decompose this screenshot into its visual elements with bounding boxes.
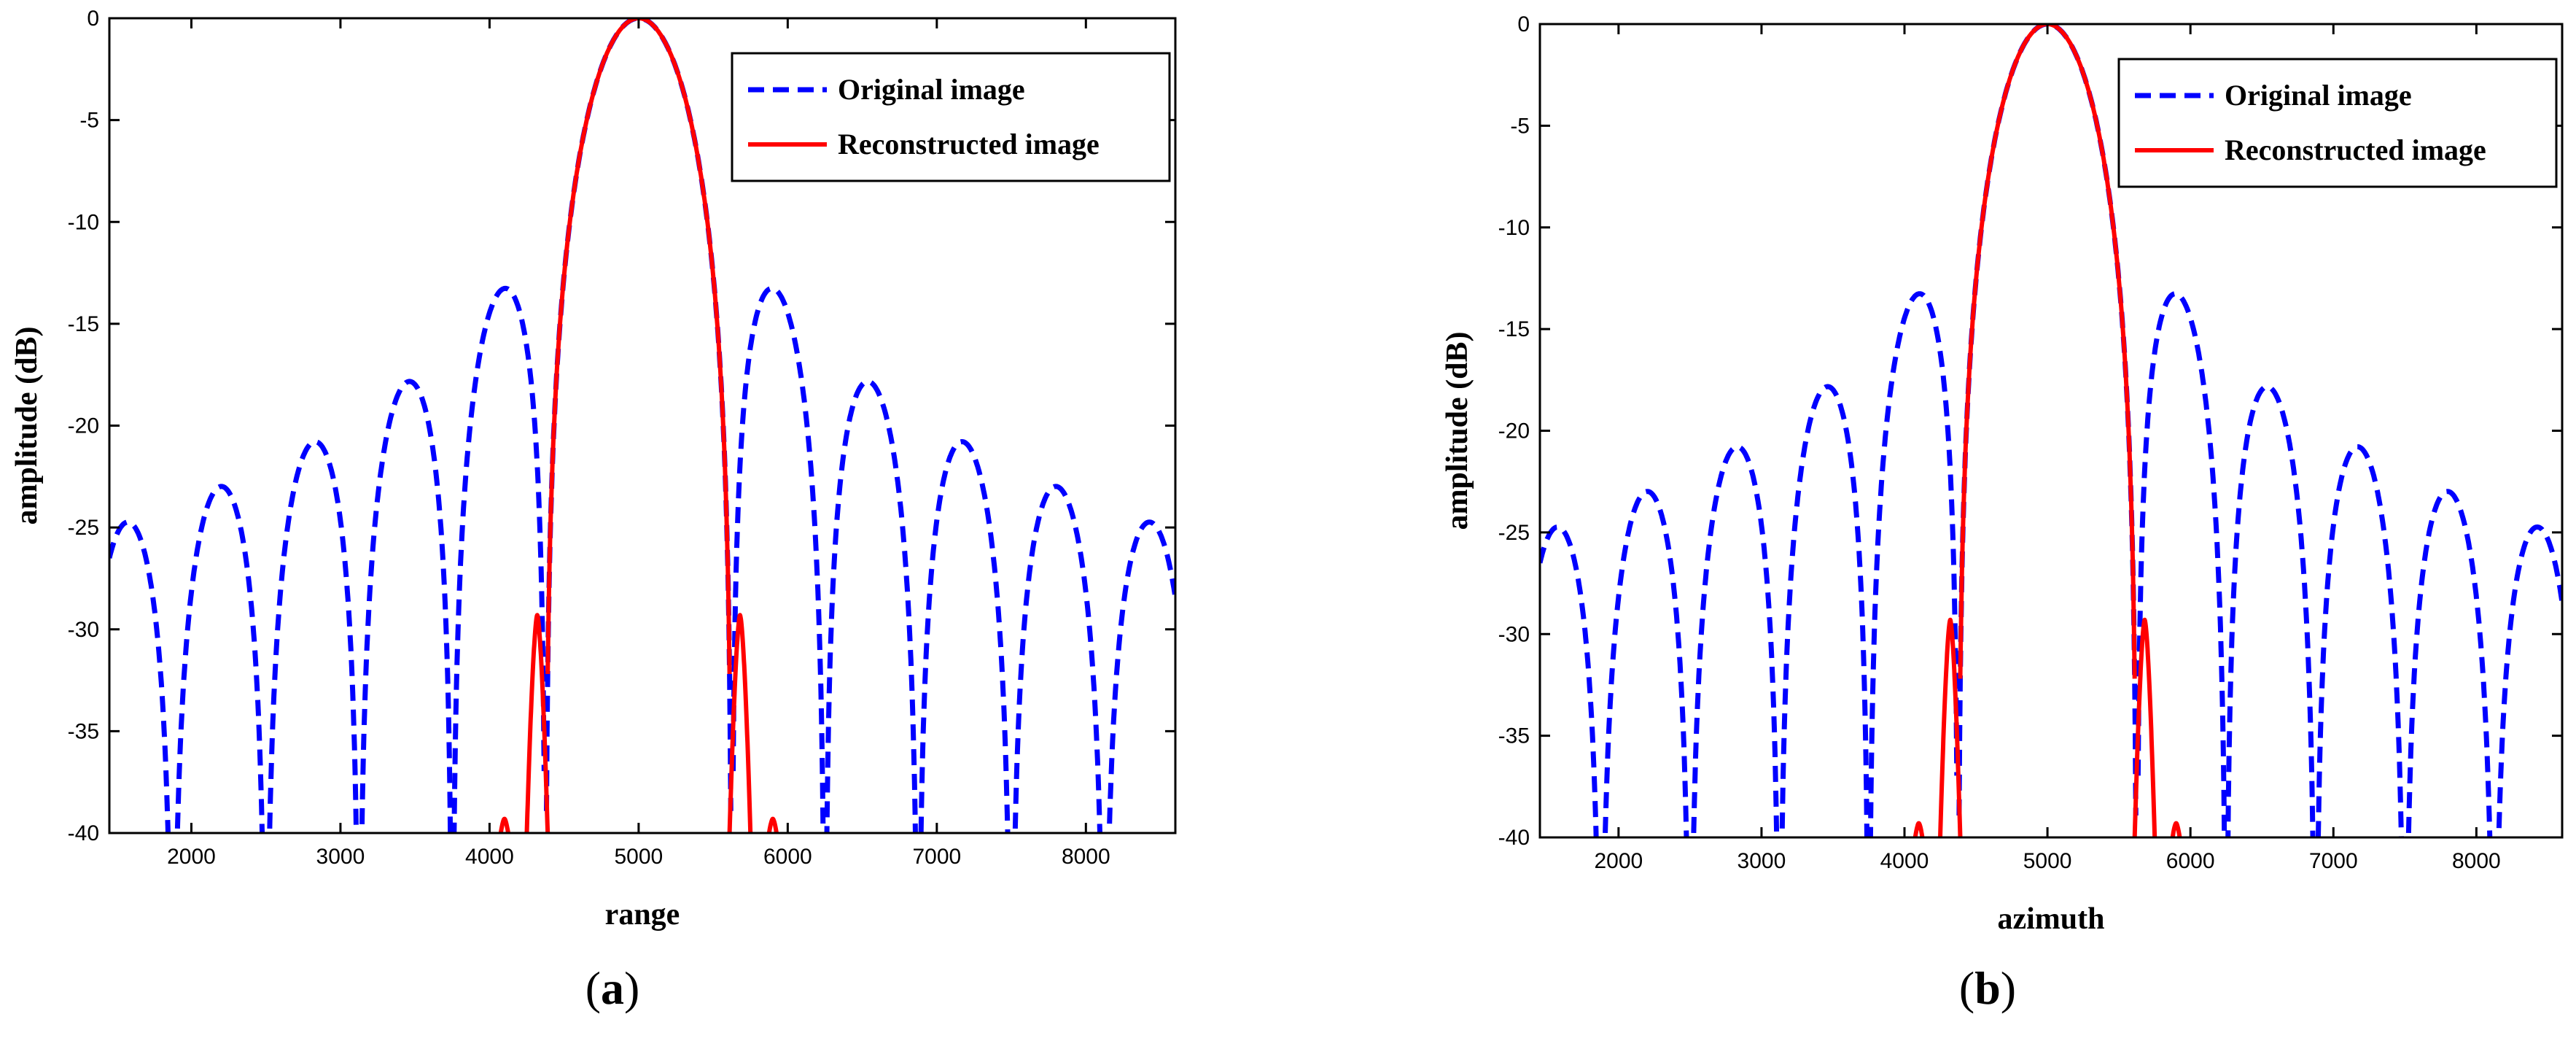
y-tick-label: -40 (68, 821, 99, 845)
x-tick-label: 8000 (1062, 845, 1110, 869)
original-series-line (109, 519, 171, 833)
x-tick-label: 8000 (2452, 849, 2501, 873)
legend-entry-label: Reconstructed image (838, 128, 1100, 160)
reconstructed-series-line (524, 613, 550, 833)
original-series-line (1106, 519, 1175, 833)
caption-b: (b) (1958, 962, 2017, 1014)
original-series-line (1540, 524, 1599, 837)
plot-area (1540, 24, 2562, 837)
original-series-line (2225, 384, 2316, 837)
y-tick-label: -5 (79, 109, 99, 133)
x-tick-label: 3000 (316, 845, 365, 869)
x-tick-label: 4000 (465, 845, 514, 869)
original-series-line (174, 484, 265, 833)
legend: Original image Reconstructed image (731, 52, 1171, 182)
chart-panel-a: 2000 3000 4000 5000 6000 7000 8000 0 -5 -10 -15 -20… (10, 7, 1177, 1014)
reconstructed-series-line (1958, 24, 2137, 679)
x-tick-label: 2000 (167, 845, 216, 869)
y-tick-label: -20 (1498, 419, 1530, 444)
reconstructed-series-line (1938, 617, 1963, 837)
original-series-line (2405, 489, 2493, 837)
legend-entry-label: Original image (2225, 79, 2412, 112)
y-tick-label: -5 (1510, 114, 1530, 138)
legend: Original image Reconstructed image (2117, 58, 2558, 188)
y-tick-label: -20 (68, 414, 99, 438)
legend-entry-label: Original image (838, 73, 1025, 106)
original-series-line (2316, 444, 2404, 837)
y-tick-label: -40 (1498, 826, 1530, 850)
y-tick-label: -35 (1498, 724, 1530, 748)
x-tick-label: 3000 (1738, 849, 1786, 873)
y-tick-label: -30 (68, 618, 99, 642)
y-tick-label: 0 (1517, 12, 1530, 36)
caption-b-letter: b (1974, 962, 2001, 1014)
chart-a-svg: 2000 3000 4000 5000 6000 7000 8000 0 -5 -10 -15 -20… (10, 7, 1177, 932)
plot-area (109, 18, 1175, 833)
original-series-line (1779, 384, 1869, 837)
x-tick-label: 7000 (2309, 849, 2358, 873)
x-tick-label: 5000 (615, 845, 664, 869)
reconstructed-series-line (727, 613, 753, 833)
reconstructed-series-line (545, 18, 732, 675)
original-series-line (731, 285, 826, 833)
x-tick-label: 2000 (1594, 849, 1643, 873)
original-series-line (918, 439, 1011, 833)
reconstructed-series-line (1912, 821, 1925, 837)
x-axis-label: range (605, 898, 680, 932)
x-tick-label: 6000 (763, 845, 812, 869)
original-series-line (2135, 291, 2227, 837)
y-tick-label: -10 (1498, 216, 1530, 240)
original-series-line (544, 18, 734, 811)
reconstructed-series-line (2170, 821, 2182, 837)
original-series-line (1602, 489, 1689, 837)
y-tick-label: -15 (1498, 317, 1530, 341)
y-tick-label: -15 (68, 312, 99, 336)
x-tick-label: 6000 (2166, 849, 2215, 873)
original-series-line (451, 285, 547, 833)
original-series-line (824, 379, 918, 833)
y-tick-label: -25 (68, 516, 99, 540)
reconstructed-series-line (498, 816, 510, 833)
x-tick-label: 7000 (912, 845, 961, 869)
y-axis-label: amplitude (dB) (10, 327, 44, 525)
original-series-line (1691, 444, 1780, 837)
chart-panel-b: 2000 3000 4000 5000 6000 7000 8000 0 -5 -10 -15 -20… (1288, 0, 2576, 1038)
chart-b-svg: 2000 3000 4000 5000 6000 7000 8000 0 -5 -10 -15 -20… (1441, 12, 2564, 936)
original-series-line (267, 439, 359, 833)
reconstructed-series-line (2132, 617, 2157, 837)
x-tick-label: 4000 (1880, 849, 1929, 873)
original-series-line (2496, 524, 2562, 837)
reconstructed-series-line (766, 816, 779, 833)
caption-a-letter: a (601, 962, 624, 1014)
original-series-line (1867, 291, 1960, 837)
y-tick-label: -10 (68, 210, 99, 234)
caption-a: (a) (585, 962, 640, 1014)
original-series-line (359, 379, 454, 833)
y-tick-label: -25 (1498, 521, 1530, 545)
y-axis-label: amplitude (dB) (1441, 332, 1474, 530)
y-tick-label: -30 (1498, 622, 1530, 646)
y-tick-label: 0 (87, 7, 99, 31)
legend-entry-label: Reconstructed image (2225, 133, 2486, 166)
x-axis-label: azimuth (1998, 902, 2105, 936)
y-tick-label: -35 (68, 719, 99, 743)
original-series-line (1012, 484, 1102, 833)
x-tick-label: 5000 (2023, 849, 2072, 873)
original-series-line (1956, 24, 2139, 816)
